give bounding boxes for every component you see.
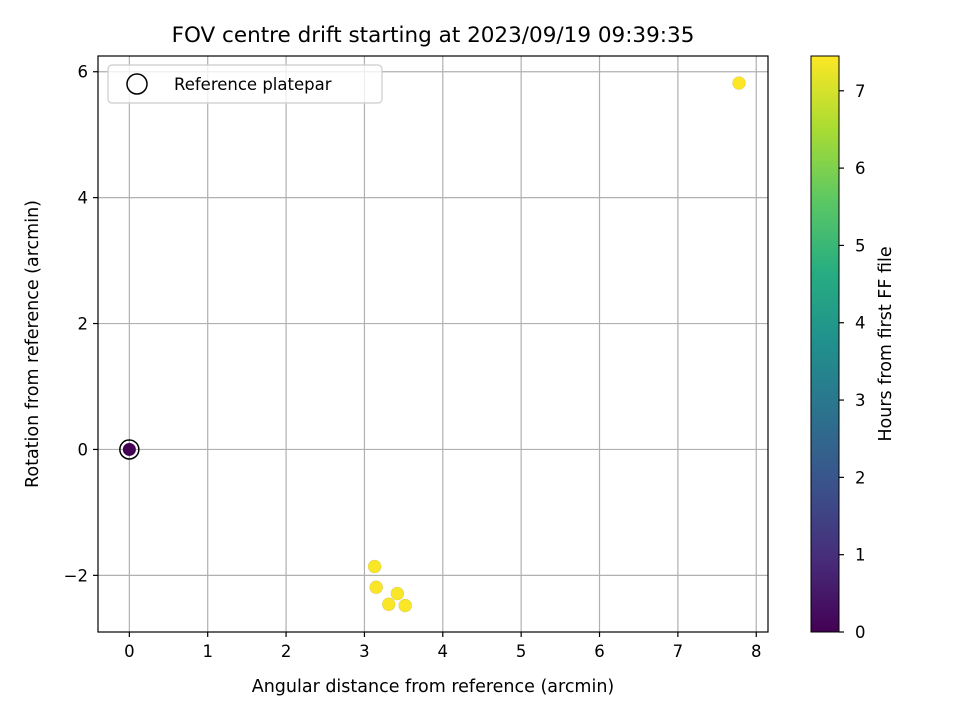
x-tick-label: 3 [359,642,370,661]
colorbar-tick-label: 3 [855,391,866,410]
reference-platepar-marker [119,439,140,460]
data-point [367,559,382,574]
x-axis-ticks: 0 1 2 3 4 5 6 7 8 [124,632,761,661]
colorbar-tick-label: 6 [855,159,866,178]
colorbar-tick-label: 7 [855,82,866,101]
x-tick-label: 0 [124,642,135,661]
colorbar-tick-label: 2 [855,468,866,487]
data-point [398,598,412,613]
colorbar-ticks: 0 1 2 3 4 5 6 7 [839,82,866,642]
y-tick-label: 4 [78,189,89,208]
colorbar-label: Hours from first FF file [876,246,896,441]
data-point [390,586,405,601]
x-tick-label: 5 [516,642,527,661]
colorbar-tick-label: 4 [855,314,866,333]
legend: Reference platepar [107,64,383,104]
plot-frame [97,55,769,633]
x-tick-label: 1 [202,642,213,661]
y-axis-ticks: −2 0 2 4 6 [64,63,98,585]
x-tick-label: 8 [751,642,762,661]
colorbar-tick-label: 0 [855,623,866,642]
legend-label: Reference platepar [174,75,332,94]
colorbar-gradient [810,55,840,633]
y-tick-label: −2 [64,566,88,585]
colorbar-tick-label: 1 [855,546,866,565]
data-point [122,442,137,457]
y-tick-label: 6 [78,63,89,82]
data-points [122,76,746,613]
y-tick-label: 2 [78,315,89,334]
legend-box [107,64,383,104]
x-tick-label: 2 [281,642,292,661]
y-axis-label: Rotation from reference (arcmin) [23,200,43,488]
colorbar: 0 1 2 3 4 5 6 7 Hours from first FF file [810,55,896,642]
x-tick-label: 7 [673,642,684,661]
x-axis-label: Angular distance from reference (arcmin) [252,677,615,697]
grid-lines [98,56,768,632]
legend-marker-open-circle-icon [126,73,148,95]
reference-marker-layer [119,439,140,460]
x-tick-label: 4 [438,642,449,661]
x-tick-label: 6 [594,642,605,661]
colorbar-tick-label: 5 [855,236,866,255]
y-tick-label: 0 [78,440,89,459]
chart-title: FOV centre drift starting at 2023/09/19 … [172,23,695,48]
data-point [369,580,383,595]
data-point [732,76,746,90]
data-point [381,597,396,612]
